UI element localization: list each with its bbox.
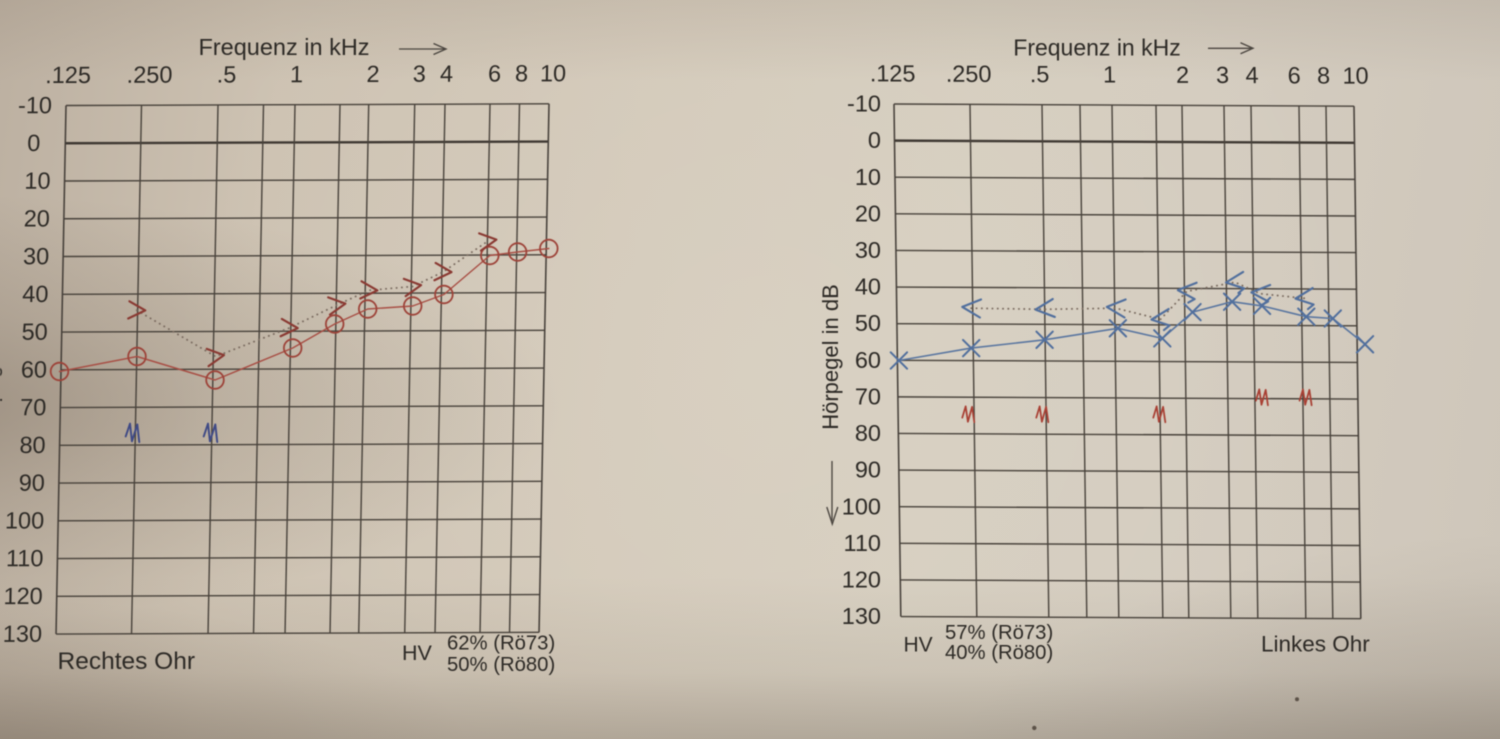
svg-text:57% (Rö73): 57% (Rö73) — [945, 622, 1053, 644]
svg-text:70: 70 — [855, 383, 881, 409]
svg-text:.250: .250 — [946, 61, 992, 87]
svg-text:HV: HV — [904, 634, 933, 657]
svg-text:30: 30 — [23, 243, 50, 269]
svg-text:60: 60 — [21, 356, 48, 382]
svg-text:40% (Rö80): 40% (Rö80) — [945, 642, 1053, 664]
svg-text:90: 90 — [855, 457, 881, 483]
svg-text:40: 40 — [22, 281, 49, 307]
svg-text:.250: .250 — [126, 62, 172, 88]
svg-text:HV: HV — [402, 641, 433, 665]
svg-text:20: 20 — [855, 200, 881, 226]
svg-text:2: 2 — [1176, 62, 1189, 88]
svg-text:.5: .5 — [217, 61, 237, 87]
svg-text:Linkes Ohr: Linkes Ohr — [1261, 632, 1370, 657]
svg-text:Frequenz in kHz: Frequenz in kHz — [198, 34, 369, 60]
svg-text:130: 130 — [3, 621, 43, 647]
svg-text:20: 20 — [23, 205, 50, 231]
svg-text:2: 2 — [366, 61, 380, 87]
svg-text:60: 60 — [855, 347, 881, 373]
svg-text:4: 4 — [440, 61, 454, 87]
svg-text:40: 40 — [855, 274, 881, 300]
svg-text:120: 120 — [3, 583, 43, 609]
svg-text:3: 3 — [412, 61, 426, 87]
svg-text:.125: .125 — [45, 62, 91, 88]
svg-text:Frequenz in kHz: Frequenz in kHz — [1013, 35, 1180, 61]
svg-text:-10: -10 — [18, 92, 52, 118]
svg-text:80: 80 — [19, 432, 46, 458]
svg-text:70: 70 — [20, 394, 47, 420]
svg-text:10: 10 — [24, 168, 51, 194]
svg-text:130: 130 — [842, 603, 881, 629]
svg-text:1: 1 — [290, 61, 304, 87]
svg-text:50% (Rö80): 50% (Rö80) — [447, 654, 555, 676]
svg-text:62% (Rö73): 62% (Rö73) — [447, 633, 555, 655]
svg-text:110: 110 — [844, 530, 881, 556]
svg-text:Rechtes Ohr: Rechtes Ohr — [58, 648, 196, 675]
svg-text:90: 90 — [19, 470, 46, 496]
svg-text:8: 8 — [1317, 62, 1330, 88]
svg-text:120: 120 — [842, 566, 881, 592]
svg-text:0: 0 — [27, 130, 41, 156]
svg-text:6: 6 — [1287, 62, 1300, 88]
svg-text:Hörpegel in dB: Hörpegel in dB — [818, 284, 843, 430]
svg-text:50: 50 — [855, 310, 881, 336]
svg-text:10: 10 — [540, 60, 567, 86]
svg-text:.125: .125 — [870, 60, 916, 86]
svg-text:100: 100 — [842, 493, 881, 519]
svg-text:80: 80 — [855, 420, 881, 446]
svg-text:10: 10 — [855, 164, 881, 190]
svg-text:.5: .5 — [1030, 61, 1050, 87]
svg-text:50: 50 — [21, 319, 48, 345]
svg-text:-10: -10 — [847, 91, 881, 117]
svg-text:6: 6 — [488, 60, 502, 86]
svg-text:3: 3 — [1216, 62, 1229, 88]
svg-text:10: 10 — [1342, 63, 1368, 89]
svg-text:8: 8 — [515, 60, 529, 86]
svg-text:Hörpegel in dB: Hörpegel in dB — [0, 292, 3, 438]
svg-text:110: 110 — [6, 545, 44, 571]
svg-text:4: 4 — [1245, 62, 1258, 88]
svg-text:100: 100 — [5, 507, 45, 533]
svg-text:30: 30 — [855, 237, 881, 263]
svg-text:1: 1 — [1103, 61, 1116, 87]
svg-text:0: 0 — [868, 127, 881, 153]
